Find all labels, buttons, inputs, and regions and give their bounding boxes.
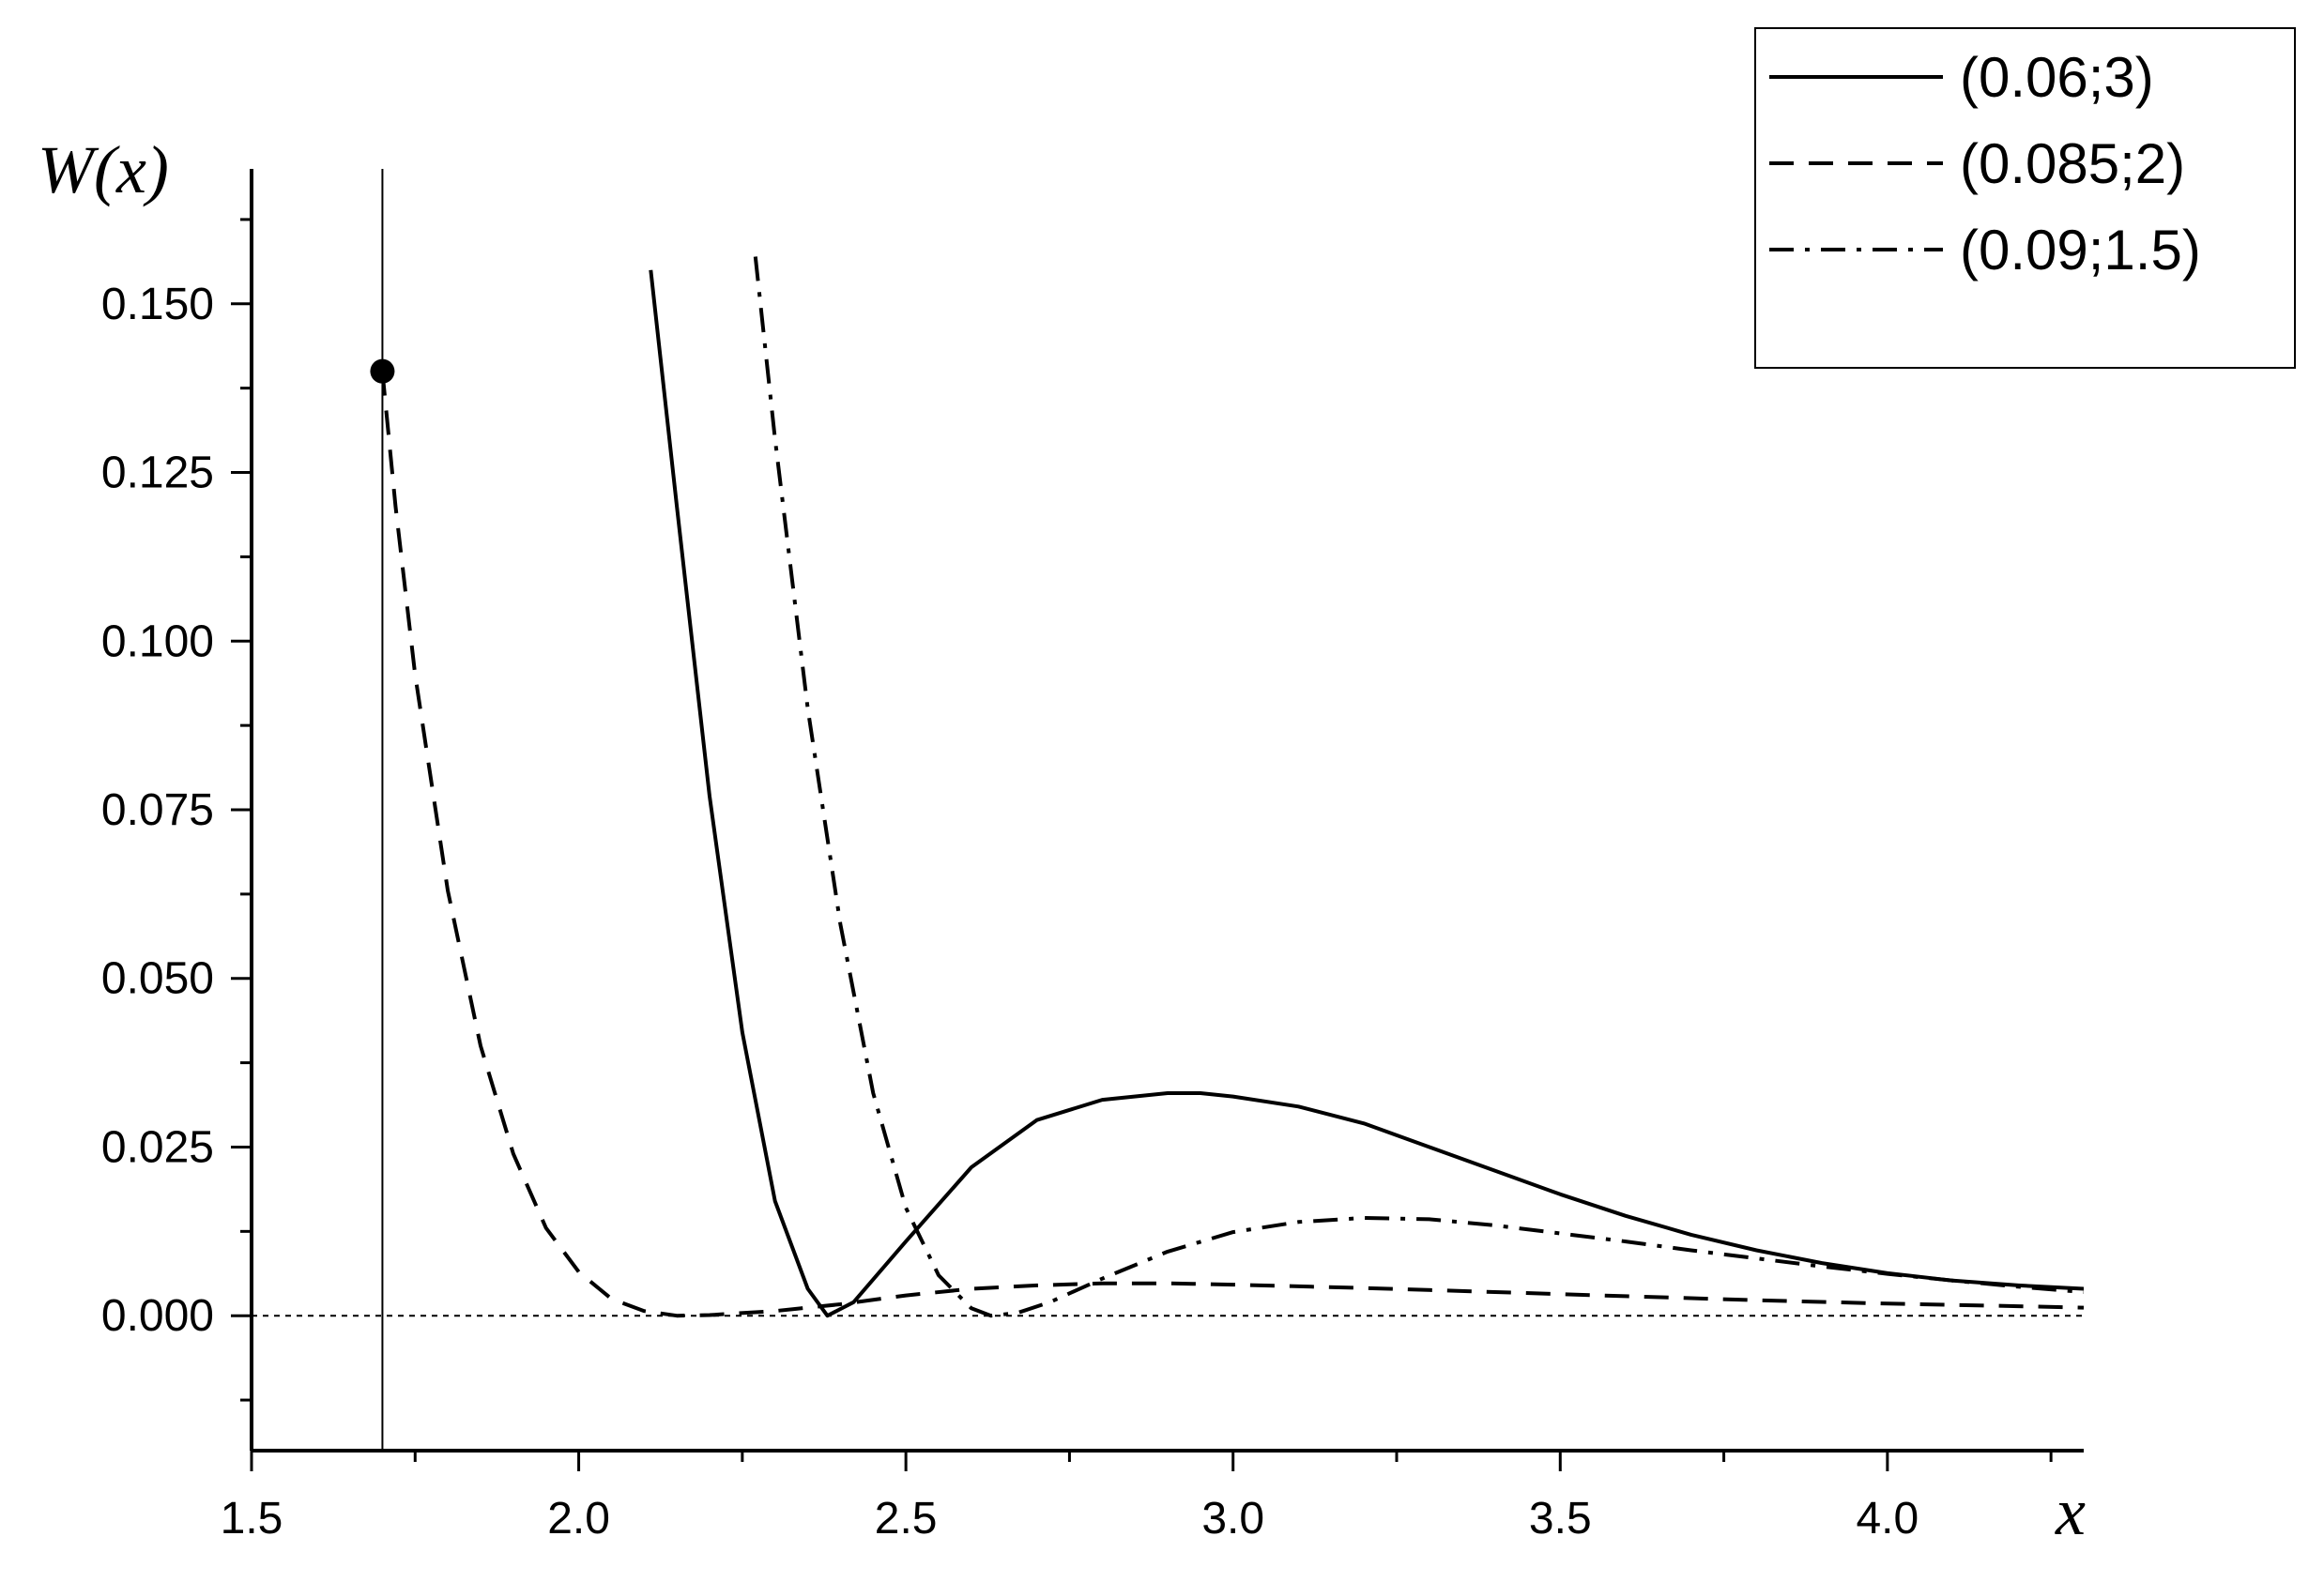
- y-tick-label: 0.000: [101, 1291, 214, 1341]
- x-tick-label: 2.0: [547, 1494, 610, 1544]
- legend-label-3: (0.09;1.5): [1960, 219, 2201, 281]
- y-tick-label: 0.150: [101, 280, 214, 329]
- y-tick-label: 0.100: [101, 616, 214, 666]
- marker-layer: [370, 358, 395, 384]
- y-tick-label: 0.025: [101, 1122, 214, 1172]
- x-axis-ticks: 1.5 2.0 2.5 3.0 3.5 4.0: [221, 1451, 2053, 1544]
- y-tick-label: 0.050: [101, 954, 214, 1004]
- marker-point: [370, 358, 395, 384]
- x-tick-label: 1.5: [221, 1494, 283, 1544]
- y-axis-ticks: 0.000 0.025 0.050 0.075 0.100 0.125 0.150: [101, 218, 252, 1402]
- x-tick-label: 4.0: [1856, 1494, 1919, 1544]
- x-tick-label: 3.5: [1529, 1494, 1592, 1544]
- x-tick-label: 3.0: [1201, 1494, 1264, 1544]
- series-line-1: [649, 269, 2084, 1318]
- y-tick-label: 0.075: [101, 785, 214, 835]
- legend-label-2: (0.085;2): [1960, 132, 2185, 195]
- series-layer: [380, 256, 2084, 1318]
- legend-label-1: (0.06;3): [1960, 46, 2154, 109]
- y-axis-title: W(x): [38, 132, 169, 207]
- x-axis-title: x: [2055, 1474, 2086, 1549]
- series-line-3: [753, 256, 2084, 1318]
- legend-box: [1754, 27, 2296, 369]
- x-tick-label: 2.5: [875, 1494, 938, 1544]
- y-tick-label: 0.125: [101, 449, 214, 498]
- series-line-2: [380, 371, 2084, 1318]
- legend: (0.06;3) (0.085;2) (0.09;1.5): [1754, 27, 2296, 369]
